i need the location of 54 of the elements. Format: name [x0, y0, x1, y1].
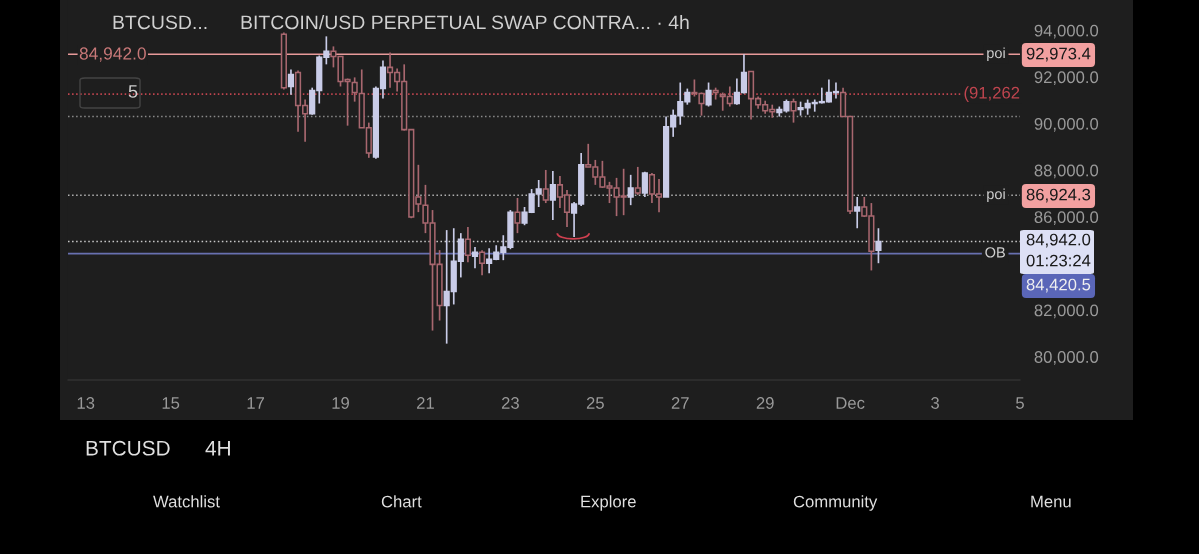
x-tick-label: Dec — [836, 397, 865, 409]
ref-line-label: poi — [987, 47, 1005, 62]
text: BTCUSD... — [113, 15, 207, 30]
x-tick-label: 19 — [332, 397, 349, 409]
y-tick-label: 94,000.0 — [1034, 24, 1099, 39]
annotation: (91,262 — [964, 86, 1020, 102]
x-tick-label: 15 — [162, 397, 180, 409]
text: BTCUSD — [86, 440, 170, 456]
candlestick — [627, 174, 634, 206]
candlestick — [464, 226, 472, 264]
candlestick — [634, 166, 641, 196]
text: 01:23:24 — [1026, 254, 1091, 267]
text: Chart — [381, 495, 422, 508]
candlestick — [875, 227, 882, 265]
x-tick-label: 5 — [1016, 397, 1024, 409]
candlestick — [478, 249, 486, 277]
y-tick-label: 90,000.0 — [1034, 117, 1099, 132]
candlestick — [351, 76, 358, 103]
candlestick — [471, 246, 479, 270]
x-tick-label: 21 — [417, 397, 434, 409]
x-tick-label: 29 — [756, 397, 774, 409]
x-tick-label: 17 — [247, 397, 264, 409]
x-tick-label: 23 — [501, 397, 519, 409]
ref-line-label: poi — [987, 188, 1005, 203]
candlestick — [790, 97, 797, 124]
text: BITCOIN/USD PERPETUAL SWAP CONTRA... · 4h — [241, 14, 689, 30]
y-tick-label: 82,000.0 — [1034, 304, 1099, 319]
x-tick-label: 3 — [931, 397, 939, 409]
text: Community — [793, 495, 878, 511]
text: 86,924.3 — [1026, 188, 1091, 203]
candlestick — [641, 170, 648, 198]
candlestick — [514, 197, 521, 234]
candlestick — [542, 169, 549, 204]
text: 84,942.0 — [1026, 233, 1091, 248]
ref-line-label: OB — [985, 247, 1005, 258]
text: Watchlist — [153, 495, 220, 508]
annotation: 5 — [128, 85, 138, 98]
x-tick-label: 25 — [586, 397, 604, 409]
y-tick-label: 86,000.0 — [1034, 211, 1099, 225]
text: Explore — [581, 495, 636, 511]
text: 84,420.5 — [1026, 278, 1091, 293]
y-tick-label: 80,000.0 — [1034, 351, 1099, 365]
y-tick-label: 92,000.0 — [1034, 71, 1099, 86]
text: Menu — [1031, 495, 1071, 508]
candlestick — [705, 81, 712, 108]
x-tick-label: 27 — [671, 397, 689, 409]
x-tick-label: 13 — [77, 397, 95, 409]
candlestick — [549, 170, 556, 221]
annotation: 84,942.0 — [79, 47, 146, 62]
candlestick — [854, 196, 861, 230]
text: 92,973.4 — [1026, 47, 1091, 62]
text: 4H — [205, 441, 230, 456]
candlestick — [287, 68, 295, 96]
y-tick-label: 88,000.0 — [1034, 164, 1099, 179]
